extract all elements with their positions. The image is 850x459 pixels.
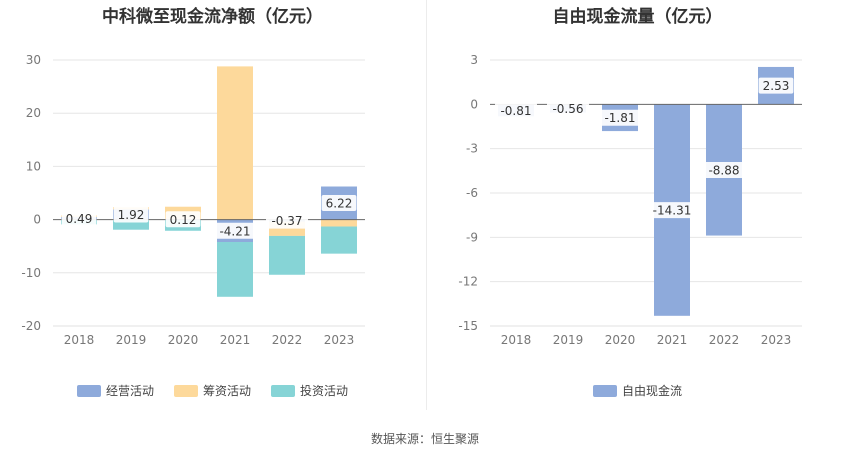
y-tick-label: 0 [470, 97, 478, 111]
legend-label: 筹资活动 [202, 384, 251, 398]
data-label-2018: 0.49 [66, 212, 93, 226]
y-tick-label: -15 [458, 319, 478, 333]
data-label-bg [214, 222, 256, 239]
free-cash-flow-chart: 自由现金流量（亿元） 3 0 -3 -6 -9 -12 -15 -0.81 -0.56 -1.81… [425, 0, 850, 410]
data-label-2020: -1.81 [604, 111, 635, 125]
x-tick-label: 2023 [761, 333, 792, 347]
y-tick-label: 0 [33, 213, 41, 227]
legend-swatch [592, 384, 617, 397]
bar-3-2021 [217, 241, 253, 297]
y-tick-label: -20 [21, 319, 41, 333]
data-source: 数据来源：恒生聚源 [370, 432, 479, 446]
x-tick-label: 2018 [64, 333, 95, 347]
y-tick-label: -3 [466, 142, 478, 156]
data-label-2023: 6.22 [326, 197, 353, 211]
legend-swatch [173, 384, 198, 397]
x-tick-label: 2020 [605, 333, 636, 347]
data-label-bg [599, 109, 641, 126]
bar-2-2023 [321, 219, 357, 227]
y-tick-label: 30 [26, 53, 41, 67]
y-tick-label: 3 [470, 53, 478, 67]
bar-2-2021 [217, 66, 253, 220]
data-label-2020: 0.12 [170, 213, 197, 227]
x-tick-label: 2021 [657, 333, 688, 347]
data-label-2019: -0.56 [552, 102, 583, 116]
x-tick-label: 2021 [220, 333, 251, 347]
x-tick-label: 2022 [272, 333, 303, 347]
data-label-2023: 2.53 [763, 79, 790, 93]
free-cash-flow-plot: 3 0 -3 -6 -9 -12 -15 -0.81 -0.56 -1.81 -14.31 -8.88… [458, 53, 802, 347]
bar-3-2022 [269, 235, 305, 275]
data-label-2022: -0.37 [271, 214, 302, 228]
y-tick-label: -12 [458, 275, 478, 289]
x-tick-label: 2023 [324, 333, 355, 347]
chart-title: 中科微至现金流净额（亿元） [102, 7, 323, 27]
cash-flow-net-chart: 中科微至现金流净额（亿元） 30 20 10 0 -10 -20 0.49 1.92 0.12 -… [0, 0, 425, 410]
x-tick-label: 2019 [116, 333, 147, 347]
y-tick-label: -10 [21, 266, 41, 280]
data-label-bg [547, 100, 589, 117]
data-label-2018: -0.81 [500, 104, 531, 118]
data-label-bg [61, 210, 97, 227]
data-label-bg [495, 102, 537, 119]
y-tick-label: -9 [466, 230, 478, 244]
data-label-bg [703, 161, 745, 178]
legend: 自由现金流 [425, 382, 850, 399]
legend-label: 投资活动 [300, 384, 349, 398]
chart-title: 自由现金流量（亿元） [552, 7, 723, 27]
legend-item[interactable]: 投资活动 [271, 382, 348, 399]
x-tick-label: 2018 [501, 333, 532, 347]
bar-3-2023 [321, 226, 357, 254]
legend-label: 自由现金流 [621, 384, 682, 398]
data-label-2019: 1.92 [118, 208, 145, 222]
x-tick-label: 2019 [553, 333, 584, 347]
legend: 经营活动 筹资活动 投资活动 [0, 382, 425, 399]
legend-swatch [76, 384, 101, 397]
legend-item[interactable]: 自由现金流 [592, 382, 682, 399]
legend-item[interactable]: 经营活动 [76, 382, 154, 399]
divider [426, 0, 427, 410]
y-tick-label: -6 [466, 186, 478, 200]
data-label-bg [113, 206, 149, 223]
x-tick-label: 2020 [168, 333, 199, 347]
data-label-bg [321, 195, 357, 212]
legend-item[interactable]: 筹资活动 [173, 382, 251, 399]
y-tick-label: 10 [26, 159, 41, 173]
bar-3-2019 [113, 219, 149, 230]
data-label-2021: -14.31 [653, 204, 692, 218]
data-label-bg [266, 212, 308, 229]
y-tick-label: 20 [26, 106, 41, 120]
cash-flow-net-plot: 30 20 10 0 -10 -20 0.49 1.92 0.12 -4.21 -0.37 6.22 2… [21, 53, 365, 347]
data-label-2022: -8.88 [708, 163, 739, 177]
data-label-bg [758, 77, 794, 94]
data-label-bg [165, 211, 201, 228]
x-tick-label: 2022 [709, 333, 740, 347]
data-label-bg [647, 202, 697, 219]
legend-swatch [271, 384, 295, 397]
data-label-2021: -4.21 [219, 224, 250, 238]
legend-label: 经营活动 [105, 384, 154, 398]
